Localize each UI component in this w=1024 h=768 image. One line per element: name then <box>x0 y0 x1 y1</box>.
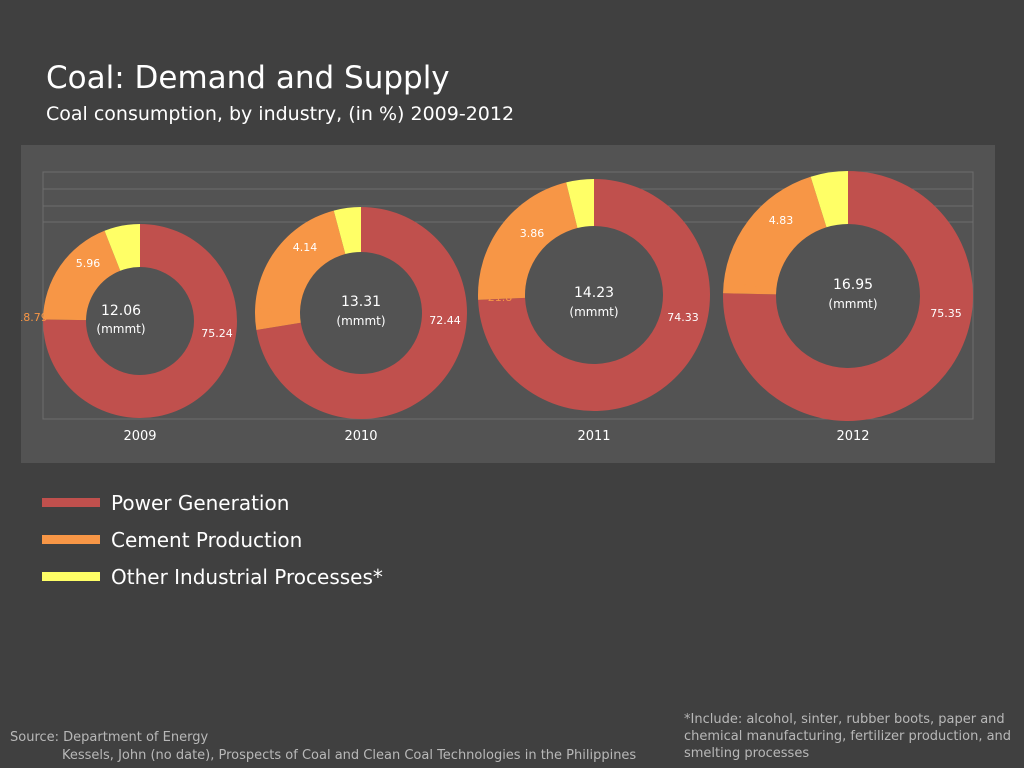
legend-swatch-cement <box>42 535 100 544</box>
chart-title: Coal: Demand and Supply <box>46 60 450 96</box>
donut-slice-power-2012 <box>723 171 974 421</box>
source-line-2: Kessels, John (no date), Prospects of Co… <box>62 748 637 763</box>
data-label-cement-2010: 23.42 <box>259 306 291 319</box>
x-axis-label-2011: 2011 <box>577 429 610 444</box>
source-line-1: Source: Department of Energy <box>10 730 209 745</box>
donut-unit-2009: (mmmt) <box>96 322 145 336</box>
legend: Power Generation Cement Production Other… <box>42 484 383 595</box>
legend-item-other: Other Industrial Processes* <box>42 558 383 595</box>
donut-total-2011: 14.23 <box>574 285 614 301</box>
data-label-power-2012: 75.35 <box>930 307 962 320</box>
x-axis-label-2009: 2009 <box>123 429 156 444</box>
x-axis-label-2010: 2010 <box>344 429 377 444</box>
donut-total-2009: 12.06 <box>101 303 141 319</box>
data-label-power-2010: 72.44 <box>429 314 461 327</box>
data-label-cement-2012: 19.81 <box>733 282 765 295</box>
legend-swatch-other <box>42 572 100 581</box>
chart-panel: 75.24 18.79 5.96 12.06 (mmmt) 2009 72.44 23.42 4… <box>21 145 995 463</box>
data-label-power-2011: 74.33 <box>667 311 699 324</box>
legend-label-cement: Cement Production <box>111 527 303 552</box>
donut-slice-cement-2011 <box>478 182 578 300</box>
donut-slice-power-2011 <box>478 179 710 411</box>
donut-total-2012: 16.95 <box>833 277 873 293</box>
data-label-cement-2009: 18.79 <box>21 311 48 324</box>
data-label-cement-2011: 21.8 <box>488 291 513 304</box>
donut-slice-power-2009 <box>43 224 237 418</box>
data-label-other-2011: 3.86 <box>520 227 545 240</box>
data-label-other-2012: 4.83 <box>769 214 794 227</box>
donut-unit-2010: (mmmt) <box>336 314 385 328</box>
legend-item-power: Power Generation <box>42 484 383 521</box>
legend-label-other: Other Industrial Processes* <box>111 564 383 589</box>
donut-chart: 75.24 18.79 5.96 12.06 (mmmt) 2009 72.44 23.42 4… <box>21 171 974 444</box>
donut-unit-2012: (mmmt) <box>828 297 877 311</box>
donut-slice-other-2011 <box>566 179 594 229</box>
source-note: Source: Department of Energy Kessels, Jo… <box>10 729 636 765</box>
donut-unit-2011: (mmmt) <box>569 305 618 319</box>
legend-label-power: Power Generation <box>111 490 290 515</box>
data-label-other-2009: 5.96 <box>76 257 101 270</box>
donut-slice-power-2010 <box>256 207 467 419</box>
donut-slice-other-2009 <box>104 224 140 271</box>
donut-slice-other-2010 <box>333 207 361 255</box>
data-label-other-2010: 4.14 <box>293 241 318 254</box>
chart-subtitle: Coal consumption, by industry, (in %) 20… <box>46 103 515 125</box>
donut-slice-other-2012 <box>810 171 848 228</box>
donut-total-2010: 13.31 <box>341 294 381 310</box>
donut-slice-cement-2009 <box>43 230 121 321</box>
legend-item-cement: Cement Production <box>42 521 383 558</box>
footnote: *Include: alcohol, sinter, rubber boots,… <box>684 712 1012 761</box>
donut-slice-cement-2012 <box>723 176 827 295</box>
plot-frame <box>42 171 974 420</box>
data-label-power-2009: 75.24 <box>201 327 233 340</box>
x-axis-label-2012: 2012 <box>836 429 869 444</box>
legend-swatch-power <box>42 498 100 507</box>
donut-slice-cement-2010 <box>255 210 346 330</box>
